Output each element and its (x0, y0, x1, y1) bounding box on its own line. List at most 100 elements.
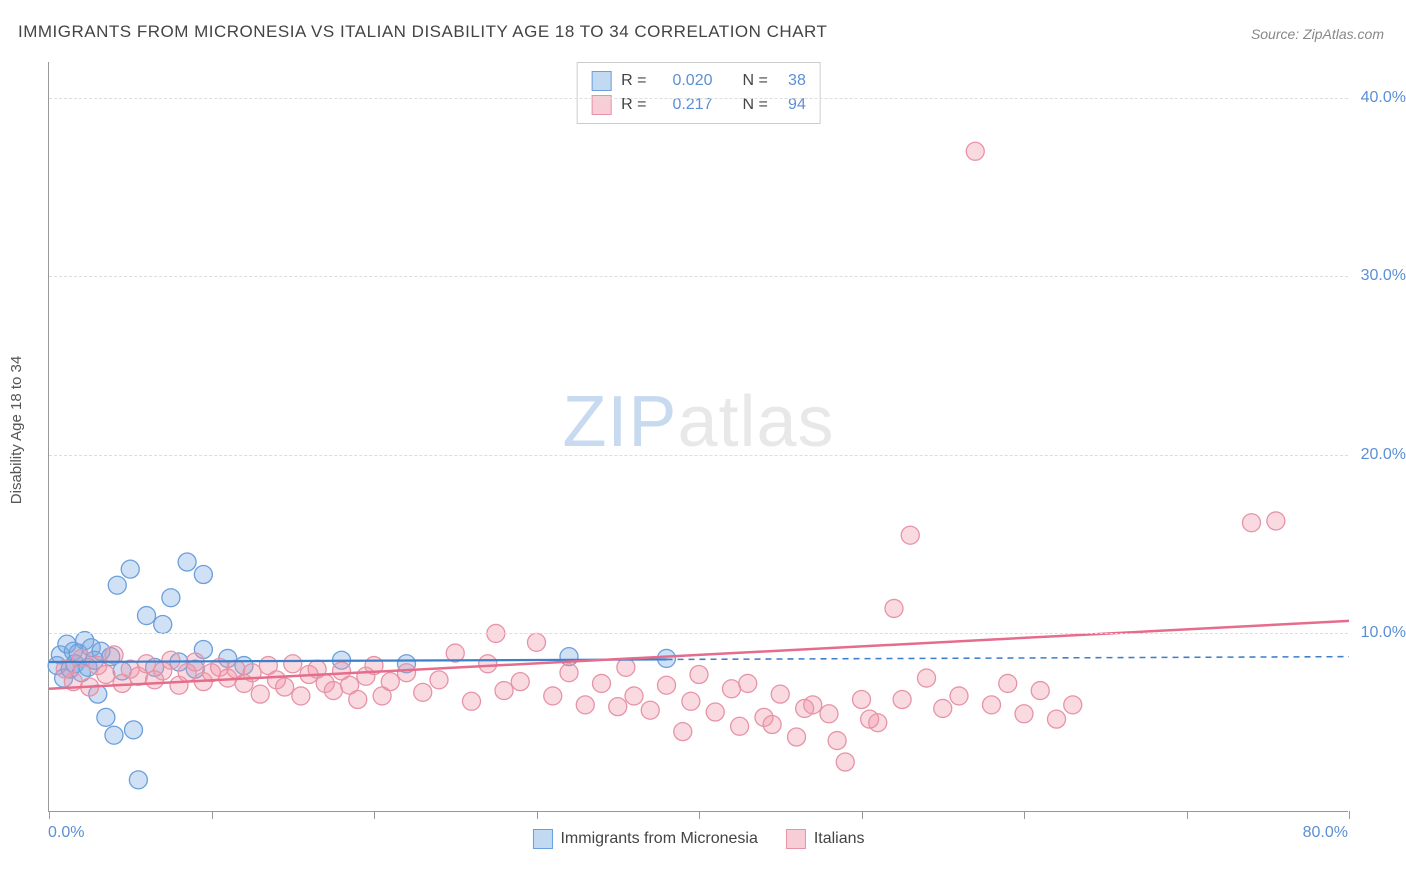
scatter-point (609, 698, 627, 716)
scatter-point (1243, 514, 1261, 532)
scatter-point (1015, 705, 1033, 723)
scatter-point (861, 710, 879, 728)
scatter-point (1064, 696, 1082, 714)
scatter-point (934, 699, 952, 717)
scatter-point (414, 683, 432, 701)
legend-series-item: Immigrants from Micronesia (532, 829, 757, 849)
y-tick-label: 30.0% (1361, 267, 1406, 285)
legend-swatch-icon (532, 829, 552, 849)
scatter-point (1267, 512, 1285, 530)
scatter-point (739, 674, 757, 692)
x-tick (1024, 811, 1025, 819)
grid-line (49, 276, 1348, 277)
scatter-point (108, 576, 126, 594)
x-tick (212, 811, 213, 819)
legend-r-value: 0.020 (657, 72, 713, 90)
scatter-point (950, 687, 968, 705)
scatter-point (73, 649, 91, 667)
scatter-point (349, 691, 367, 709)
scatter-point (617, 658, 635, 676)
scatter-point (463, 692, 481, 710)
y-axis-title: Disability Age 18 to 34 (8, 356, 25, 504)
scatter-point (658, 676, 676, 694)
scatter-point (836, 753, 854, 771)
scatter-point (674, 723, 692, 741)
x-tick (1349, 811, 1350, 819)
legend-stats-row: R =0.217N =94 (591, 93, 806, 117)
scatter-point (641, 701, 659, 719)
scatter-point (690, 666, 708, 684)
scatter-point (381, 673, 399, 691)
scatter-point (125, 721, 143, 739)
scatter-point (194, 566, 212, 584)
scatter-point (162, 589, 180, 607)
scatter-point (495, 682, 513, 700)
scatter-point (97, 666, 115, 684)
scatter-point (731, 717, 749, 735)
scatter-point (251, 685, 269, 703)
legend-n-value: 38 (778, 72, 806, 90)
x-tick (374, 811, 375, 819)
scatter-point (276, 678, 294, 696)
scatter-point (788, 728, 806, 746)
legend-stats: R = 0.020 N = 38 R =0.217N =94 (576, 62, 821, 124)
scatter-point (138, 607, 156, 625)
chart-svg (49, 62, 1348, 811)
scatter-point (901, 526, 919, 544)
y-tick-label: 40.0% (1361, 89, 1406, 107)
scatter-point (528, 633, 546, 651)
scatter-point (138, 655, 156, 673)
x-tick (862, 811, 863, 819)
scatter-point (560, 664, 578, 682)
scatter-point (828, 732, 846, 750)
scatter-point (479, 655, 497, 673)
trend-line-extension (667, 657, 1350, 660)
scatter-point (544, 687, 562, 705)
scatter-point (121, 560, 139, 578)
scatter-point (1048, 710, 1066, 728)
scatter-point (796, 699, 814, 717)
legend-swatch-icon (786, 829, 806, 849)
x-axis-max-label: 80.0% (1303, 824, 1348, 842)
legend-r-label: R = (621, 72, 646, 90)
scatter-point (853, 691, 871, 709)
scatter-point (511, 673, 529, 691)
scatter-point (1031, 682, 1049, 700)
scatter-point (893, 691, 911, 709)
y-tick-label: 20.0% (1361, 446, 1406, 464)
scatter-point (682, 692, 700, 710)
scatter-point (983, 696, 1001, 714)
scatter-point (284, 655, 302, 673)
scatter-point (292, 687, 310, 705)
x-tick (537, 811, 538, 819)
scatter-point (820, 705, 838, 723)
legend-stats-row: R = 0.020 N = 38 (591, 69, 806, 93)
scatter-point (162, 651, 180, 669)
x-tick (1187, 811, 1188, 819)
scatter-point (625, 687, 643, 705)
grid-line (49, 633, 1348, 634)
scatter-point (129, 771, 147, 789)
scatter-point (576, 696, 594, 714)
y-tick-label: 10.0% (1361, 624, 1406, 642)
scatter-point (918, 669, 936, 687)
scatter-point (763, 716, 781, 734)
scatter-point (105, 726, 123, 744)
scatter-point (430, 671, 448, 689)
source-label: Source: ZipAtlas.com (1251, 26, 1384, 42)
legend-n-label: N = (743, 72, 768, 90)
plot-area: ZIPatlas R =0.020N =38R =0.217N =94 Immi… (48, 62, 1348, 812)
legend-series: Immigrants from Micronesia Italians (532, 829, 864, 849)
scatter-point (178, 553, 196, 571)
scatter-point (706, 703, 724, 721)
legend-swatch-icon (591, 71, 611, 91)
scatter-point (999, 674, 1017, 692)
scatter-point (398, 664, 416, 682)
x-axis-min-label: 0.0% (48, 824, 84, 842)
chart-title: IMMIGRANTS FROM MICRONESIA VS ITALIAN DI… (18, 22, 827, 42)
scatter-point (97, 708, 115, 726)
scatter-point (771, 685, 789, 703)
scatter-point (593, 674, 611, 692)
scatter-point (885, 599, 903, 617)
legend-series-item: Italians (786, 829, 865, 849)
